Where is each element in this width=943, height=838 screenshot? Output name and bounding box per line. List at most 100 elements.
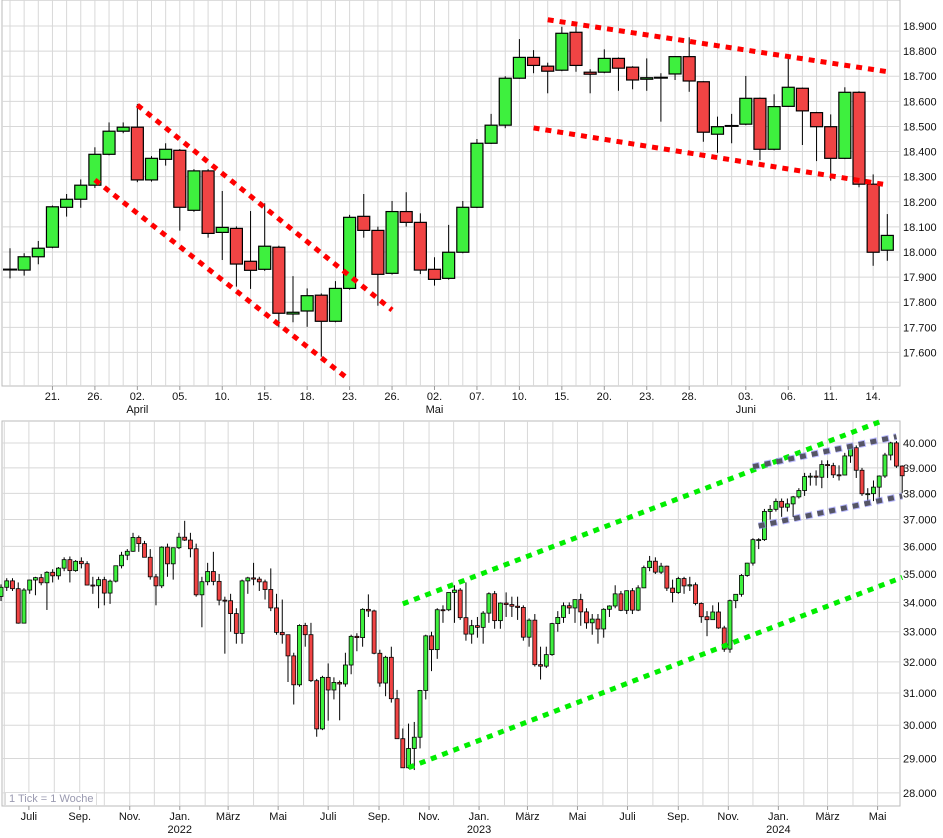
candle-body-up [882,454,888,477]
candle [182,520,188,541]
weekly-chart-panel: 28.000 29.000 30.000 31.000 32.000 33.000 34.0… [0,419,937,836]
candle-body-down [262,581,268,590]
y-tick-label: 18.900 [903,21,937,33]
candle-body-up [484,124,498,144]
candle [331,677,337,700]
candle [38,573,44,586]
candle [102,122,116,156]
candle-body-up [668,56,682,75]
candle [838,87,852,160]
candle-body-down [866,183,880,253]
trendline [547,17,888,75]
candle-body-down [78,560,84,565]
candle [756,538,762,550]
candle-body-down [664,565,670,589]
candle-body-up [245,577,251,582]
candle [469,619,475,644]
y-tick-label: 34.000 [903,597,937,609]
candle-body-up [497,602,503,622]
candle-body-up [727,600,733,650]
candle [170,547,176,580]
candle [825,460,830,478]
candle [0,584,4,601]
y-tick-label: 18.100 [903,222,937,234]
candle-body-down [899,465,905,477]
candle [555,611,561,632]
candle [739,75,753,126]
candle-body-up [360,608,366,638]
candle-body-up [159,148,173,160]
candle [193,543,199,597]
candle [205,562,211,586]
candle [809,111,824,162]
candle [698,602,704,623]
candle-body-down [216,580,222,601]
candle [67,556,73,583]
candle [256,576,262,591]
x-tick-label: 23. [342,391,357,403]
x-tick-label: 20. [597,391,612,403]
candle [354,633,360,652]
x-tick-label: 14. [866,391,881,403]
trendline [758,493,903,529]
candle-body-up [406,748,411,769]
candle-body-down [90,584,96,587]
candle-body-up [44,571,50,584]
candle [693,582,698,606]
candle-body-up [33,577,38,581]
candle-body-down [67,559,73,572]
candle-body-down [268,589,274,609]
trendline [752,434,897,470]
candle [475,616,480,638]
candle [704,611,710,637]
candle [73,560,79,572]
candle [417,689,423,749]
candle-body-up [452,589,457,593]
candle [325,663,331,721]
candle-body-up [781,86,795,107]
candle-body-up [4,580,10,588]
candle-body-up [658,565,664,573]
candle-body-down [243,260,258,271]
candle-body-down [394,698,400,740]
candle [641,565,647,589]
candle-body-up [215,226,229,234]
candle-body-down [136,537,142,545]
candle [790,495,796,517]
candle-body-up [601,608,607,630]
x-tick-label: Sep. [68,811,91,823]
candle-body-up [733,593,739,602]
candle [773,498,779,512]
x-tick-label: Nov. [418,811,440,823]
candle [658,562,664,574]
candle-body-up [286,311,300,315]
candle [371,226,385,306]
x-tick-label: 18. [300,391,315,403]
candle [572,599,578,623]
candle-body-up [17,256,31,271]
candle-body-up [170,547,176,565]
candle-body-down [652,560,658,573]
plot-area [1,0,901,387]
candle [383,655,388,697]
candle-body-up [73,560,79,572]
candle-body-down [716,611,721,629]
x-tick-label: 05. [172,391,187,403]
candle-body-up [597,57,611,73]
candle [147,549,153,580]
candle [498,76,512,129]
x-tick-label: Mai [269,811,287,823]
candle [876,475,882,499]
x-tick-label: Sep. [368,811,391,823]
candle [17,253,31,276]
candle [492,590,498,629]
candle-body-up [96,579,101,587]
candle [406,723,411,769]
y-tick-label: 37.000 [903,514,937,526]
candle-body-up [549,623,555,656]
candle-body-down [153,576,159,587]
candle-body-down [566,605,572,609]
candle-body-up [767,508,773,512]
candle [526,50,541,74]
x-tick-label: 07. [469,391,484,403]
